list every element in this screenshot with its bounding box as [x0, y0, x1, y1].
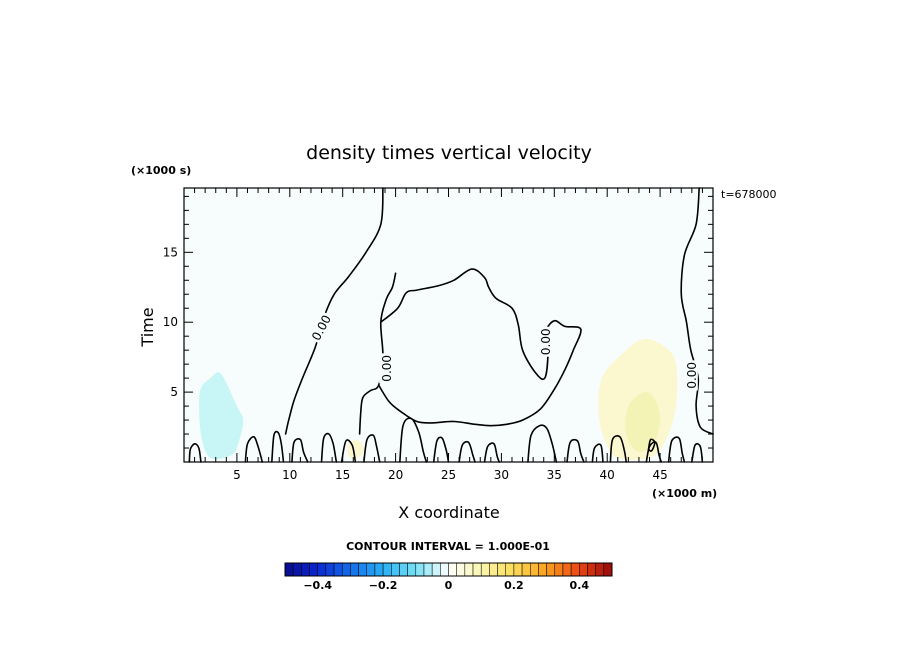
- colorbar-cell: [415, 562, 425, 577]
- colorbar-cell: [497, 562, 506, 577]
- colorbar-tick-label: −0.4: [303, 579, 332, 592]
- colorbar-cell: [530, 562, 539, 577]
- colorbar-cell: [399, 562, 408, 577]
- contour-line: [566, 438, 585, 463]
- contour-line: [291, 438, 309, 463]
- colorbar-cell: [480, 562, 490, 577]
- colorbar-cell: [538, 562, 547, 577]
- contour-label-text: 0.00: [685, 362, 699, 389]
- x-unit-label: (×1000 m): [652, 487, 717, 500]
- contour-interval-label: CONTOUR INTERVAL = 1.000E-01: [346, 540, 550, 553]
- colorbar-cell: [292, 562, 302, 577]
- x-tick-label: 35: [547, 468, 562, 482]
- y-tick-label: 5: [170, 385, 178, 399]
- colorbar-tick-label: 0.2: [504, 579, 524, 592]
- colorbar-cell: [546, 562, 556, 577]
- colorbar-cell: [317, 562, 327, 577]
- contour-line: [527, 424, 558, 463]
- x-tick-label: 40: [600, 468, 615, 482]
- shaded-region: [625, 391, 661, 452]
- contour-line: [680, 187, 714, 435]
- x-tick-label: 45: [652, 468, 667, 482]
- colorbar-cell: [350, 562, 359, 577]
- colorbar-cell: [464, 562, 474, 577]
- colorbar-cell: [489, 562, 498, 577]
- colorbar-tick-label: 0: [445, 579, 453, 592]
- colorbar-cell: [505, 562, 515, 577]
- y-unit-label: (×1000 s): [131, 164, 191, 177]
- contour-line: [609, 435, 627, 463]
- colorbar-cell: [570, 562, 580, 577]
- contour-line: [320, 432, 338, 463]
- y-axis-label: Time: [138, 307, 157, 347]
- contour-line: [667, 436, 686, 463]
- contour-line: [591, 443, 604, 463]
- x-tick-label: 15: [335, 468, 350, 482]
- time-stamp-label: t=678000: [721, 188, 777, 201]
- axis-ticks: [184, 188, 713, 462]
- contour-label: 0.00: [683, 360, 699, 391]
- x-tick-label: 25: [441, 468, 456, 482]
- contour-line: [377, 268, 582, 427]
- colorbar-cell: [456, 562, 466, 577]
- y-tick-label: 10: [163, 315, 178, 329]
- colorbar-cell: [382, 562, 392, 577]
- colorbar-cell: [595, 562, 605, 577]
- x-tick-label: 10: [282, 468, 297, 482]
- contour-line: [188, 442, 202, 463]
- colorbar-cell: [358, 562, 368, 577]
- colorbar-cell: [603, 562, 613, 577]
- colorbar-cell: [309, 562, 318, 577]
- colorbar-cell: [391, 562, 400, 577]
- colorbar-tick-label: 0.4: [570, 579, 590, 592]
- contour-label: 0.00: [379, 353, 394, 384]
- x-tick-label: 20: [388, 468, 403, 482]
- x-tick-label: 5: [233, 468, 241, 482]
- contour-line: [363, 434, 381, 463]
- colorbar-cell: [440, 562, 449, 577]
- contour-line: [244, 435, 264, 463]
- contour-label: 0.00: [537, 326, 553, 357]
- colorbar-cell: [579, 562, 588, 577]
- contour-line: [340, 439, 357, 463]
- colorbar-cell: [521, 562, 531, 577]
- colorbar-cell: [472, 562, 482, 577]
- plot-area: 0.000.000.000.00: [183, 187, 714, 463]
- shaded-regions: [199, 338, 678, 460]
- contour-line: [458, 440, 476, 463]
- colorbar-cell: [284, 562, 294, 577]
- colorbar-cell: [407, 562, 417, 577]
- chart-title: density times vertical velocity: [306, 142, 592, 164]
- colorbar-cell: [301, 562, 310, 577]
- colorbar-cell: [423, 562, 433, 577]
- colorbar-cell: [562, 562, 572, 577]
- colorbar-frame: [284, 562, 613, 577]
- x-axis-label: X coordinate: [398, 503, 499, 522]
- shaded-region: [199, 372, 244, 460]
- contour-line: [647, 438, 656, 452]
- colorbar-cell: [587, 562, 596, 577]
- contour-line: [691, 443, 704, 463]
- contour-line: [432, 436, 450, 463]
- contour-line: [271, 430, 285, 463]
- colorbar-cell: [554, 562, 564, 577]
- contour-label-text: 0.00: [539, 328, 553, 355]
- colorbar: −0.4 −0.2 0 0.2 0.4: [284, 562, 613, 592]
- colorbar-cell: [374, 562, 384, 577]
- x-tick-label: 30: [494, 468, 509, 482]
- colorbar-cell: [366, 562, 376, 577]
- contour-line: [483, 442, 501, 463]
- colorbar-cell: [325, 562, 335, 577]
- colorbar-tick-label: −0.2: [369, 579, 398, 592]
- colorbar-cell: [513, 562, 523, 577]
- contour-label-text: 0.00: [380, 355, 394, 382]
- colorbar-cell: [448, 562, 457, 577]
- colorbar-cell: [333, 562, 343, 577]
- y-tick-label: 15: [163, 245, 178, 259]
- colorbar-cell: [431, 562, 441, 577]
- colorbar-cell: [341, 562, 351, 577]
- contour-line: [399, 417, 428, 463]
